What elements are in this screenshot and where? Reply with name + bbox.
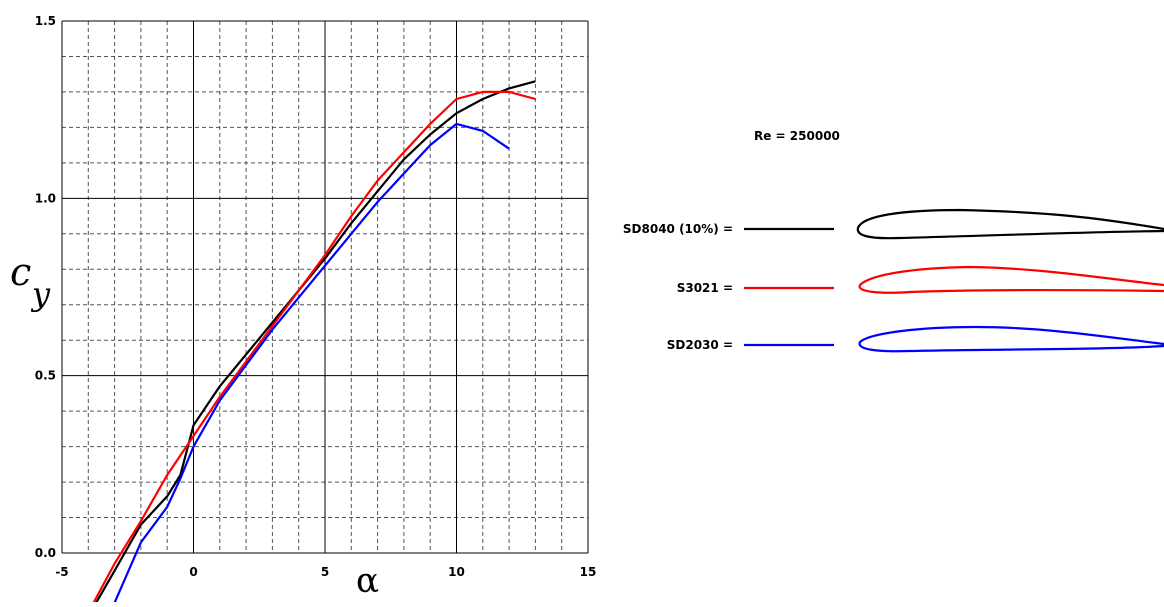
- y-tick-label: 0.0: [35, 546, 56, 560]
- series-line-0: [95, 80, 536, 602]
- series-layer: [92, 80, 536, 602]
- major-grid-layer: [61, 20, 589, 554]
- x-tick-label: 15: [580, 565, 597, 579]
- tick-label-layer: -5 0 5 10 15 0.0 0.5 1.0 1.5: [35, 14, 597, 579]
- x-tick-label: 5: [321, 565, 329, 579]
- legend: SD8040 (10%) = S3021 = SD2030 =: [623, 208, 1164, 353]
- airfoil-outline-0: [856, 208, 1164, 240]
- x-tick-label: 0: [189, 565, 197, 579]
- airfoil-outline-1: [858, 265, 1164, 294]
- x-tick-label: 10: [448, 565, 465, 579]
- y-tick-label: 0.5: [35, 369, 56, 383]
- x-axis-label: α: [356, 561, 379, 601]
- x-tick-label: -5: [55, 565, 68, 579]
- series-line-1: [92, 90, 536, 602]
- legend-label-1: S3021 =: [677, 281, 733, 295]
- reynolds-annotation: Re = 250000: [754, 129, 840, 143]
- airfoil-outline-2: [858, 325, 1164, 353]
- y-tick-label: 1.5: [35, 14, 56, 28]
- y-tick-label: 1.0: [35, 191, 56, 205]
- legend-label-2: SD2030 =: [667, 338, 733, 352]
- y-axis-label: c: [10, 250, 31, 294]
- series-line-2: [113, 122, 510, 602]
- y-axis-label-subscript: y: [30, 275, 51, 313]
- legend-label-0: SD8040 (10%) =: [623, 222, 733, 236]
